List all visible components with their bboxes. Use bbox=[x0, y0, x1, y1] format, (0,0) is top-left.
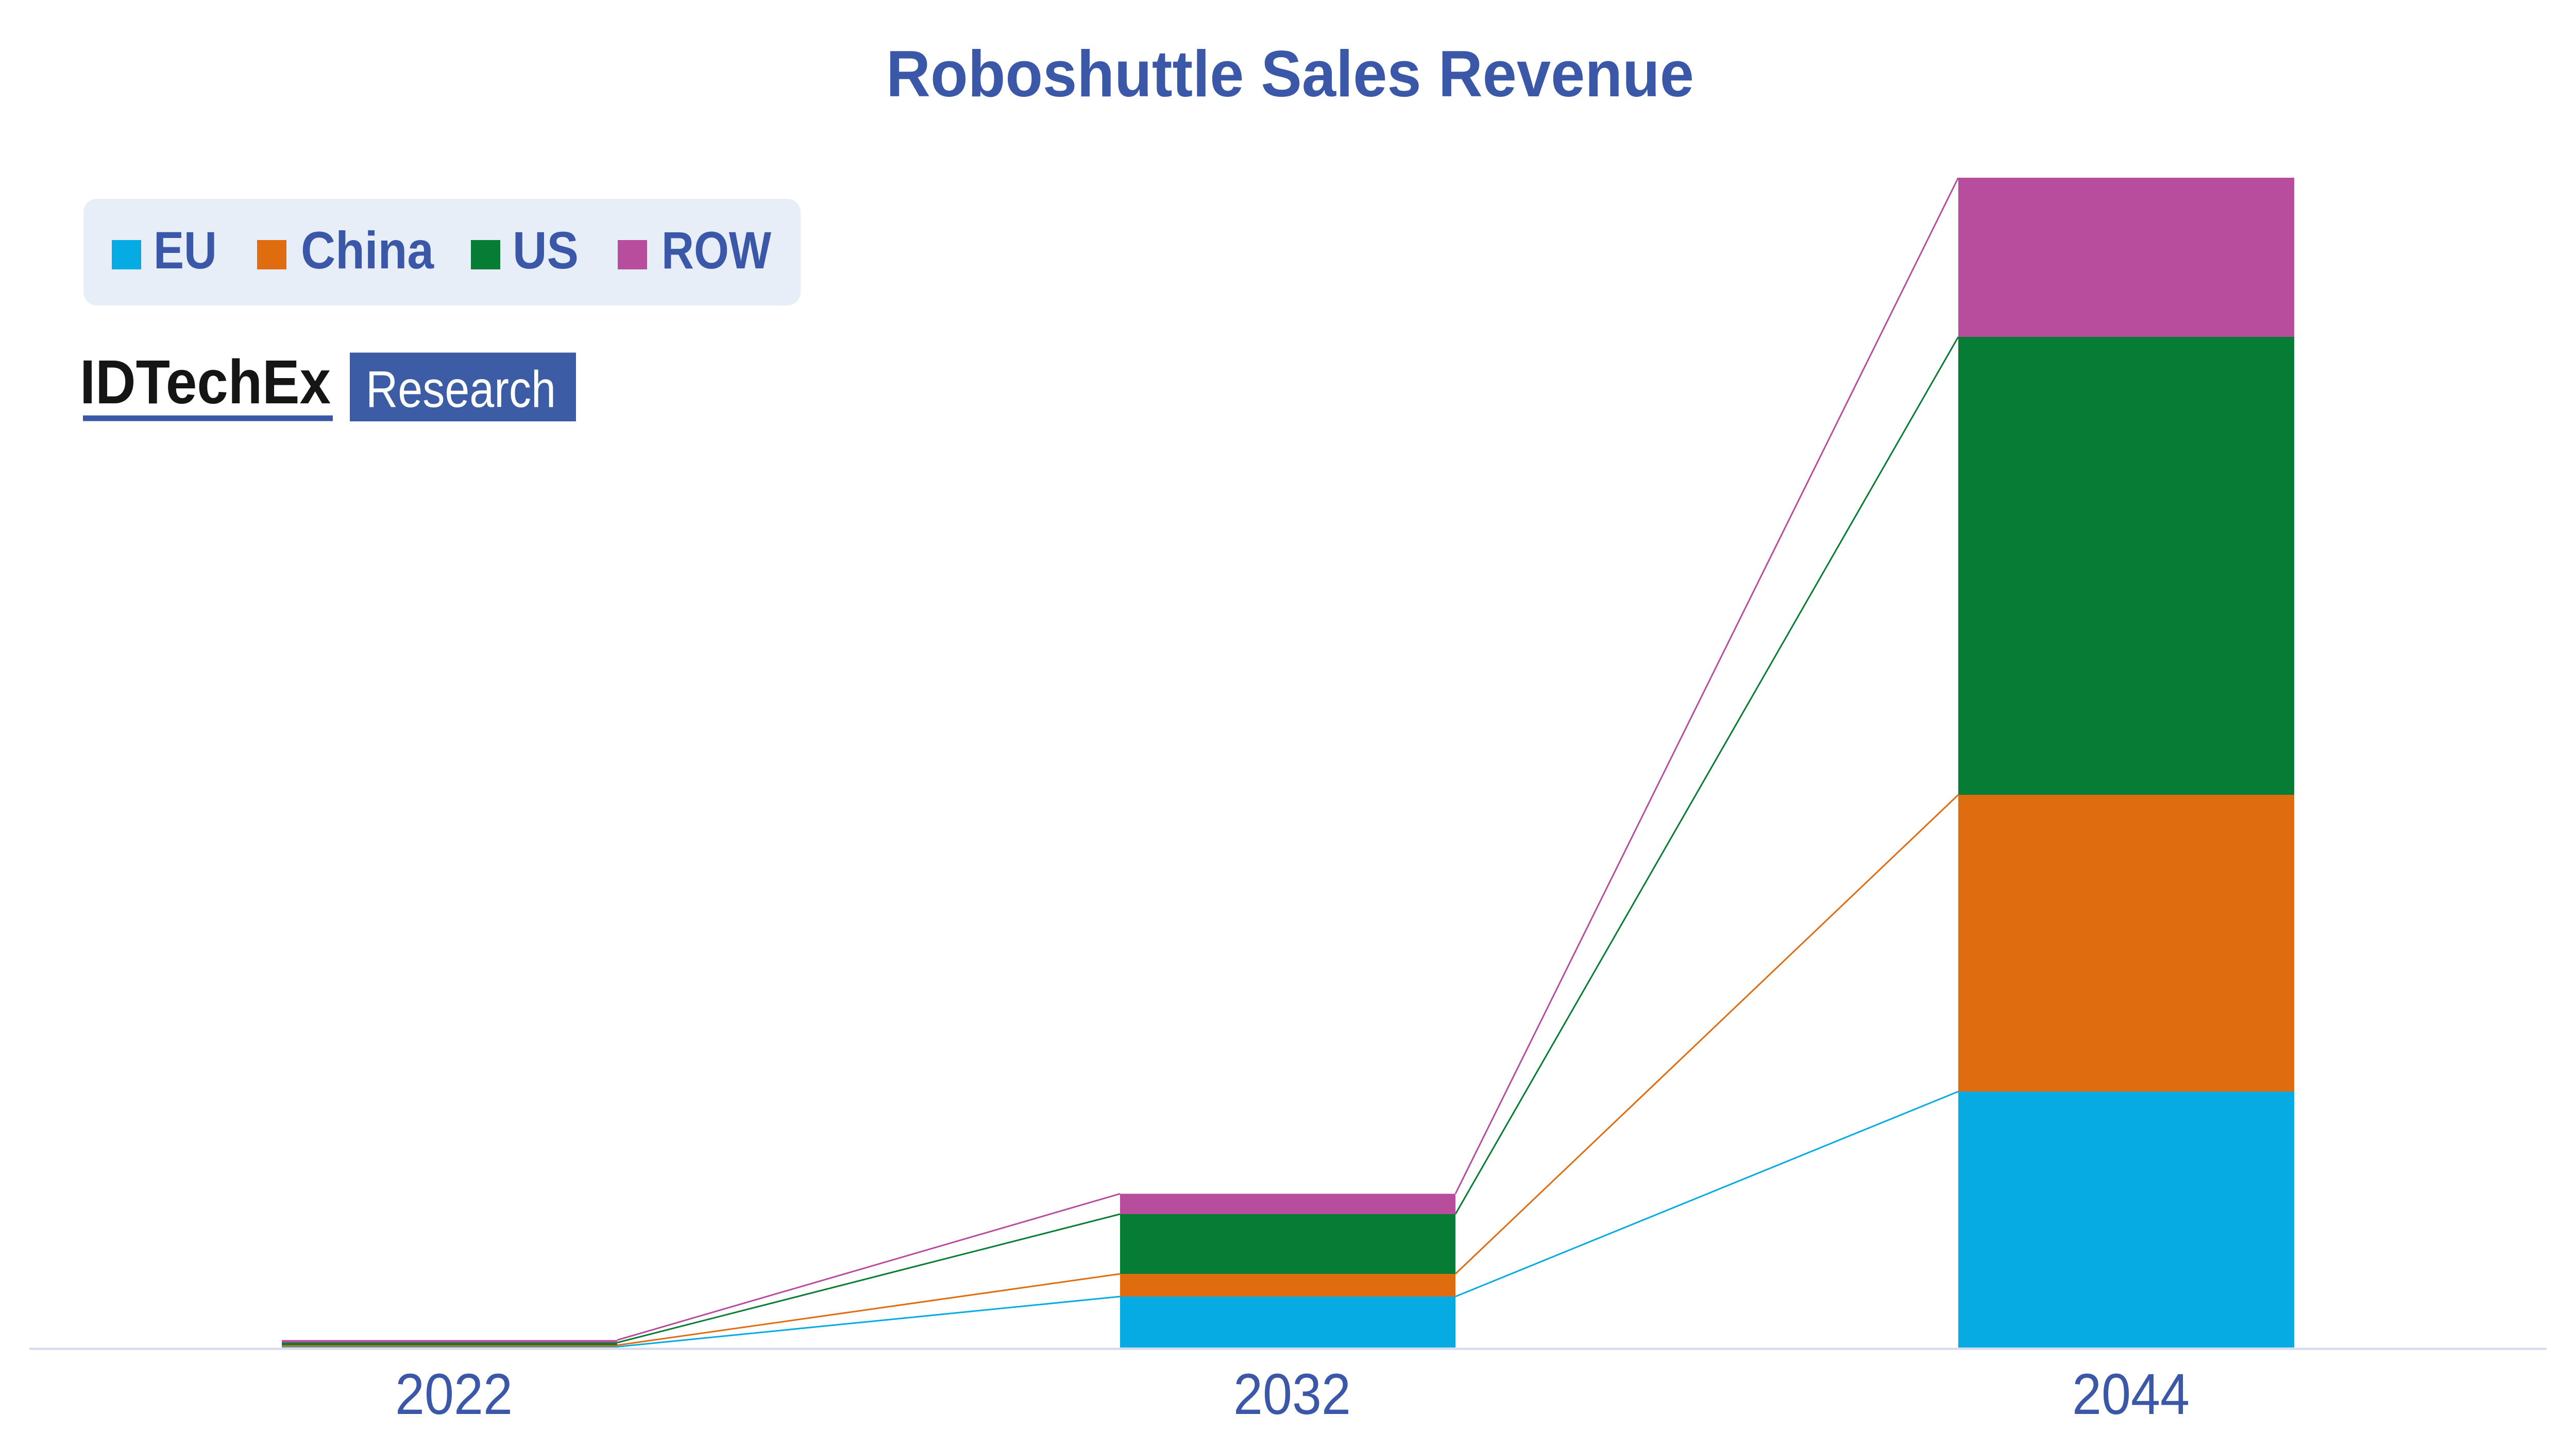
svg-text:EU: EU bbox=[154, 221, 217, 280]
svg-text:2032: 2032 bbox=[1233, 1362, 1351, 1426]
svg-text:Roboshuttle Sales Revenue: Roboshuttle Sales Revenue bbox=[886, 38, 1694, 111]
svg-text:US: US bbox=[513, 221, 579, 280]
svg-text:2022: 2022 bbox=[395, 1362, 513, 1426]
svg-text:2044: 2044 bbox=[2072, 1362, 2190, 1426]
svg-text:ROW: ROW bbox=[662, 221, 772, 280]
svg-text:China: China bbox=[301, 221, 434, 280]
svg-text:Research: Research bbox=[366, 361, 556, 418]
svg-text:IDTechEx: IDTechEx bbox=[80, 347, 331, 417]
